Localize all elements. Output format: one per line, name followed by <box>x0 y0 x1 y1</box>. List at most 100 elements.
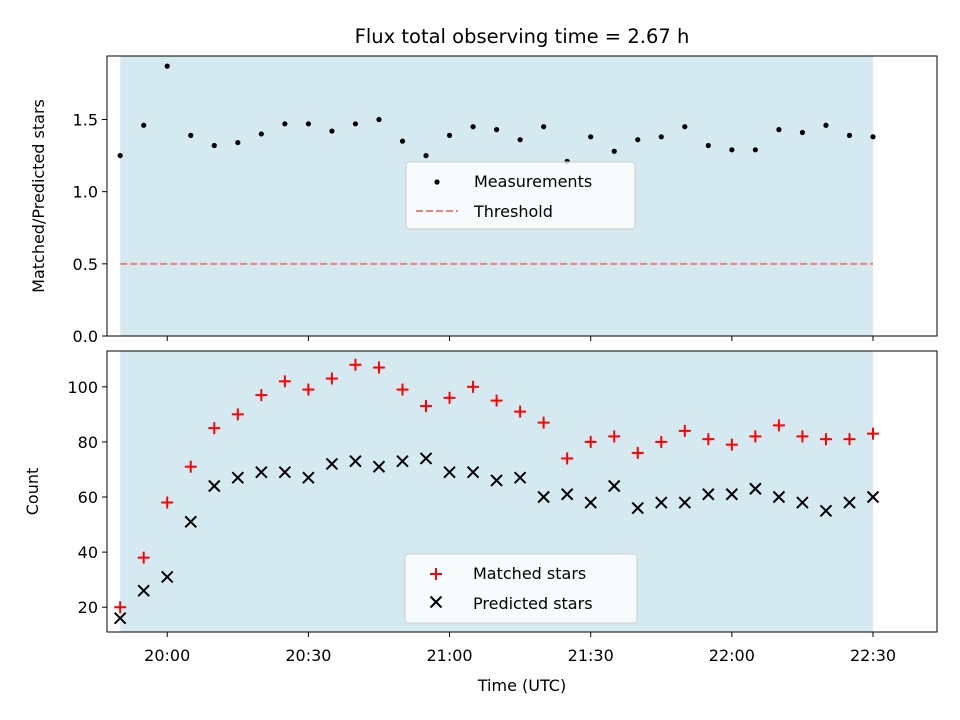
matched-point <box>231 408 244 421</box>
predicted-point <box>466 466 480 479</box>
count-y-tick-label: 20 <box>78 598 98 617</box>
matched-point <box>349 358 362 371</box>
predicted-point <box>302 471 315 484</box>
matched-point <box>702 433 715 446</box>
measurement-point <box>164 63 170 69</box>
legend-predicted-marker <box>429 595 443 609</box>
predicted-point <box>231 471 245 484</box>
measurement-point <box>399 138 406 144</box>
count-panel-y-axis-label: Count <box>23 468 42 516</box>
measurement-point <box>423 152 429 159</box>
ratio-panel-legend-box <box>405 161 636 230</box>
legend-matched-label: Matched stars <box>473 564 586 583</box>
measurement-point <box>376 116 382 123</box>
matched-point <box>137 551 150 564</box>
predicted-point <box>584 496 597 509</box>
measurement-point <box>517 137 523 143</box>
predicted-point <box>255 466 268 479</box>
ratio-panel-marks <box>117 63 876 265</box>
matched-point <box>819 433 832 446</box>
ratio-y-tick-label: 1.0 <box>73 183 98 202</box>
measurement-point <box>329 128 335 134</box>
measurement-point <box>611 148 617 154</box>
predicted-point <box>490 474 503 487</box>
legend-predicted-glyph <box>429 595 443 609</box>
matched-point <box>725 438 738 451</box>
measurement-point <box>658 134 664 140</box>
measurement-point <box>846 132 853 138</box>
measurement-point <box>211 142 217 149</box>
measurement-point <box>729 147 735 153</box>
ratio-panel: 0.0 0.5 1.0 1.5 Matched/Predicted stars Mea… <box>29 55 938 346</box>
measurement-point <box>588 134 594 140</box>
measurement-point <box>446 132 453 138</box>
predicted-point <box>113 612 127 625</box>
legend-measurements-label: Measurements <box>474 172 592 191</box>
matched-point <box>514 405 527 418</box>
matched-point <box>561 452 574 465</box>
matched-point <box>490 394 503 407</box>
predicted-point <box>278 466 292 479</box>
count-y-tick-label: 100 <box>67 378 98 397</box>
matched-point <box>372 361 385 374</box>
matched-point <box>396 383 409 396</box>
predicted-point <box>866 490 880 504</box>
measurement-point <box>117 152 123 159</box>
measurement-point <box>470 124 476 130</box>
predicted-point <box>819 504 833 517</box>
ratio-y-tick-label: 0.5 <box>73 255 98 274</box>
measurement-point <box>541 124 547 130</box>
measurement-point <box>305 121 311 127</box>
matched-point <box>114 601 127 614</box>
count-y-tick-label: 60 <box>78 488 98 507</box>
matched-point <box>843 433 856 446</box>
predicted-point <box>396 454 409 468</box>
matched-point <box>749 430 762 443</box>
measurement-point <box>682 124 688 130</box>
measurement-point <box>635 137 641 143</box>
predicted-point <box>843 496 856 509</box>
ratio-panel-legend: Measurements Threshold <box>405 161 636 230</box>
matched-point <box>302 383 315 396</box>
predicted-point <box>772 490 786 504</box>
count-panel-marks <box>113 358 880 625</box>
measurement-point <box>776 127 782 133</box>
ratio-y-tick-label: 1.5 <box>73 111 98 130</box>
measurement-point <box>752 147 758 153</box>
matched-point <box>772 419 785 432</box>
measurement-point <box>282 121 288 127</box>
matched-point <box>161 496 174 509</box>
predicted-point <box>749 482 762 495</box>
measurement-point <box>352 121 359 127</box>
measurement-point <box>141 122 147 128</box>
legend-predicted-label: Predicted stars <box>473 594 593 613</box>
predicted-point <box>137 584 150 597</box>
count-y-tick-label: 80 <box>78 433 98 452</box>
measurement-point <box>870 134 876 140</box>
predicted-point <box>608 479 621 493</box>
count-panel: 20 40 60 80 100 20:00 20:30 21:00 21:30 22:00 22:3… <box>23 350 938 695</box>
matched-point <box>608 430 621 443</box>
ratio-panel-axes: 0.0 0.5 1.0 1.5 <box>73 111 874 346</box>
predicted-point <box>161 570 174 584</box>
x-tick-label: 22:30 <box>850 646 896 665</box>
predicted-point <box>325 457 339 471</box>
predicted-point <box>655 496 668 509</box>
legend-threshold-label: Threshold <box>473 202 553 221</box>
ratio-panel-frame <box>106 55 938 337</box>
measurement-point <box>799 129 806 136</box>
measurement-point <box>493 127 500 133</box>
ratio-panel-y-axis-label: Matched/Predicted stars <box>29 99 48 293</box>
count-panel-frame <box>106 350 938 633</box>
measurement-point <box>705 142 711 149</box>
predicted-point <box>560 488 574 501</box>
matched-point <box>255 389 268 402</box>
measurement-point <box>235 139 241 146</box>
predicted-point <box>537 490 550 504</box>
ratio-y-tick-label: 0.0 <box>73 327 98 346</box>
legend-measurements-marker <box>434 179 440 185</box>
measurement-point <box>258 131 264 137</box>
chart-title: Flux total observing time = 2.67 h <box>355 25 690 48</box>
x-tick-label: 22:00 <box>709 646 755 665</box>
